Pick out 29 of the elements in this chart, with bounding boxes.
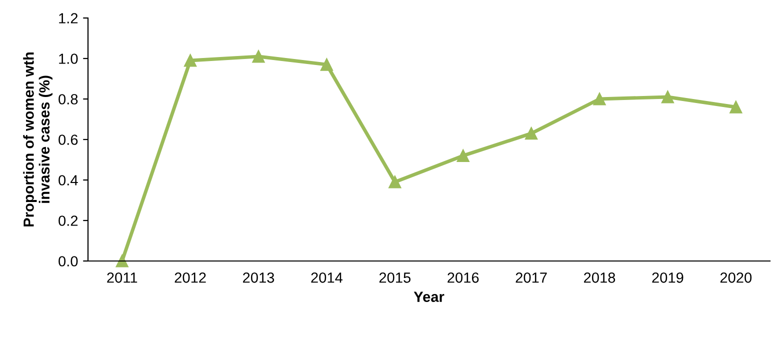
point xyxy=(525,127,538,140)
y-tick-label: 1.2 xyxy=(59,13,78,24)
y-tick-label: 0.0 xyxy=(58,256,78,266)
x-tick-label: 2013 xyxy=(243,272,274,283)
point xyxy=(320,58,333,71)
x-tick-label: 2014 xyxy=(311,272,342,283)
point xyxy=(252,50,265,63)
x-tick-label: 2020 xyxy=(720,272,752,283)
point xyxy=(661,90,674,104)
point xyxy=(730,100,742,114)
y-tick-label: 0.8 xyxy=(58,94,78,104)
point xyxy=(456,149,470,162)
x-axis-title: Year xyxy=(414,292,444,302)
y-tick-label: 1.0 xyxy=(59,54,78,64)
y-axis-title: Proportion of women wth invasive cases (%) xyxy=(23,52,52,226)
x-tick-label: 2018 xyxy=(584,272,616,283)
x-tick-label: 2019 xyxy=(652,272,684,283)
x-tick-label: 2012 xyxy=(174,272,206,283)
point xyxy=(388,176,402,188)
x-tick-label: 2011 xyxy=(107,272,138,283)
point xyxy=(184,54,197,67)
x-tick-label: 2017 xyxy=(516,272,547,283)
x-tick-label: 2015 xyxy=(379,272,411,283)
point xyxy=(593,92,606,106)
y-tick-label: 0.4 xyxy=(58,175,78,186)
y-tick-label: 0.2 xyxy=(58,216,78,226)
x-tick-label: 2016 xyxy=(448,272,479,283)
y-tick-label: 0.6 xyxy=(58,134,78,145)
point xyxy=(116,254,128,268)
